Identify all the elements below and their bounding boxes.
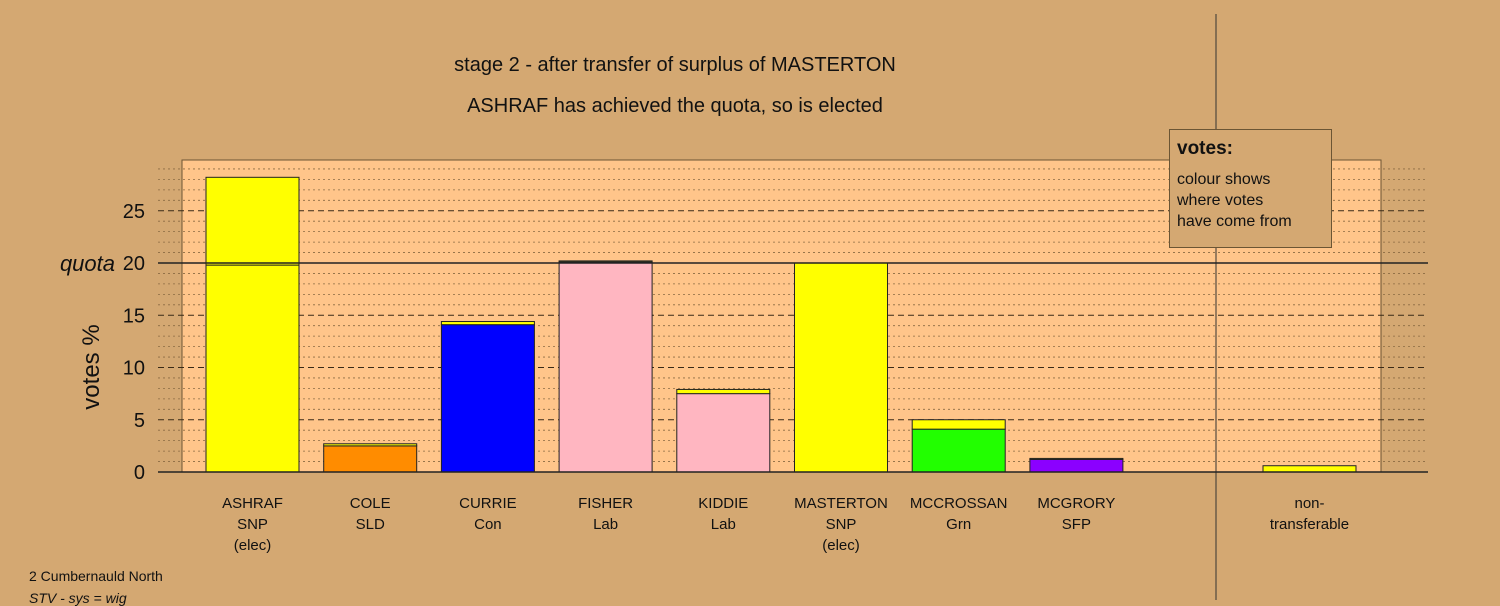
bar-segment-ashraf bbox=[205, 264, 300, 473]
y-tick-label: 15 bbox=[123, 305, 145, 327]
legend: votes: colour shows where votes have com… bbox=[1169, 129, 1332, 248]
y-tick-label: 10 bbox=[123, 358, 145, 380]
bar-segment-currie bbox=[440, 324, 535, 473]
x-tick-label-ashraf: ASHRAF SNP (elec) bbox=[222, 495, 283, 554]
legend-line: have come from bbox=[1177, 213, 1292, 230]
bar-segment-mcgrory bbox=[1029, 458, 1124, 473]
x-tick-label-currie: CURRIE Con bbox=[459, 495, 517, 533]
x-tick-label-masterton: MASTERTON SNP (elec) bbox=[794, 495, 888, 554]
bar-segment-kiddie bbox=[676, 393, 771, 473]
bar-segment-cole bbox=[323, 443, 418, 447]
legend-line: colour shows bbox=[1177, 171, 1271, 188]
x-tick-label-mcgrory: MCGRORY SFP bbox=[1037, 495, 1116, 533]
bar-segment-currie bbox=[440, 321, 535, 326]
y-tick-label: 20 bbox=[123, 253, 145, 275]
x-tick-label-fisher: FISHER Lab bbox=[578, 495, 634, 533]
chart-subtitle: ASHRAF has achieved the quota, so is ele… bbox=[467, 95, 883, 117]
legend-title: votes: bbox=[1177, 138, 1233, 159]
y-tick-label: 5 bbox=[134, 410, 145, 432]
bar-segment-mcgrory bbox=[1029, 457, 1124, 460]
bar-segment-masterton bbox=[794, 262, 888, 473]
bar-segment-cole bbox=[323, 445, 418, 473]
chart-title: stage 2 - after transfer of surplus of M… bbox=[454, 54, 896, 76]
legend-line: where votes bbox=[1177, 192, 1264, 209]
x-tick-label-mccrossan: MCCROSSAN Grn bbox=[909, 495, 1008, 533]
quota-label: quota bbox=[60, 251, 115, 276]
bar-nontransferable bbox=[1262, 465, 1357, 473]
y-axis-label: votes % bbox=[78, 324, 105, 409]
x-tick-label-nontransferable: non-transferable bbox=[1269, 495, 1350, 533]
bar-segment-kiddie bbox=[676, 388, 771, 395]
bar-segment-mccrossan bbox=[911, 419, 1006, 430]
y-tick-label: 0 bbox=[134, 462, 145, 484]
footer-system: STV - sys = wig bbox=[29, 590, 127, 606]
y-tick-label: 25 bbox=[123, 201, 145, 223]
x-tick-label-kiddie: KIDDIE Lab bbox=[698, 495, 749, 533]
bar-segment-fisher bbox=[558, 260, 653, 263]
bar-segment-fisher bbox=[558, 261, 653, 473]
footer-constituency: 2 Cumbernauld North bbox=[29, 568, 163, 584]
bar-segment-ashraf bbox=[205, 176, 300, 266]
x-tick-label-cole: COLE SLD bbox=[349, 495, 391, 533]
bar-segment-mccrossan bbox=[911, 428, 1006, 473]
